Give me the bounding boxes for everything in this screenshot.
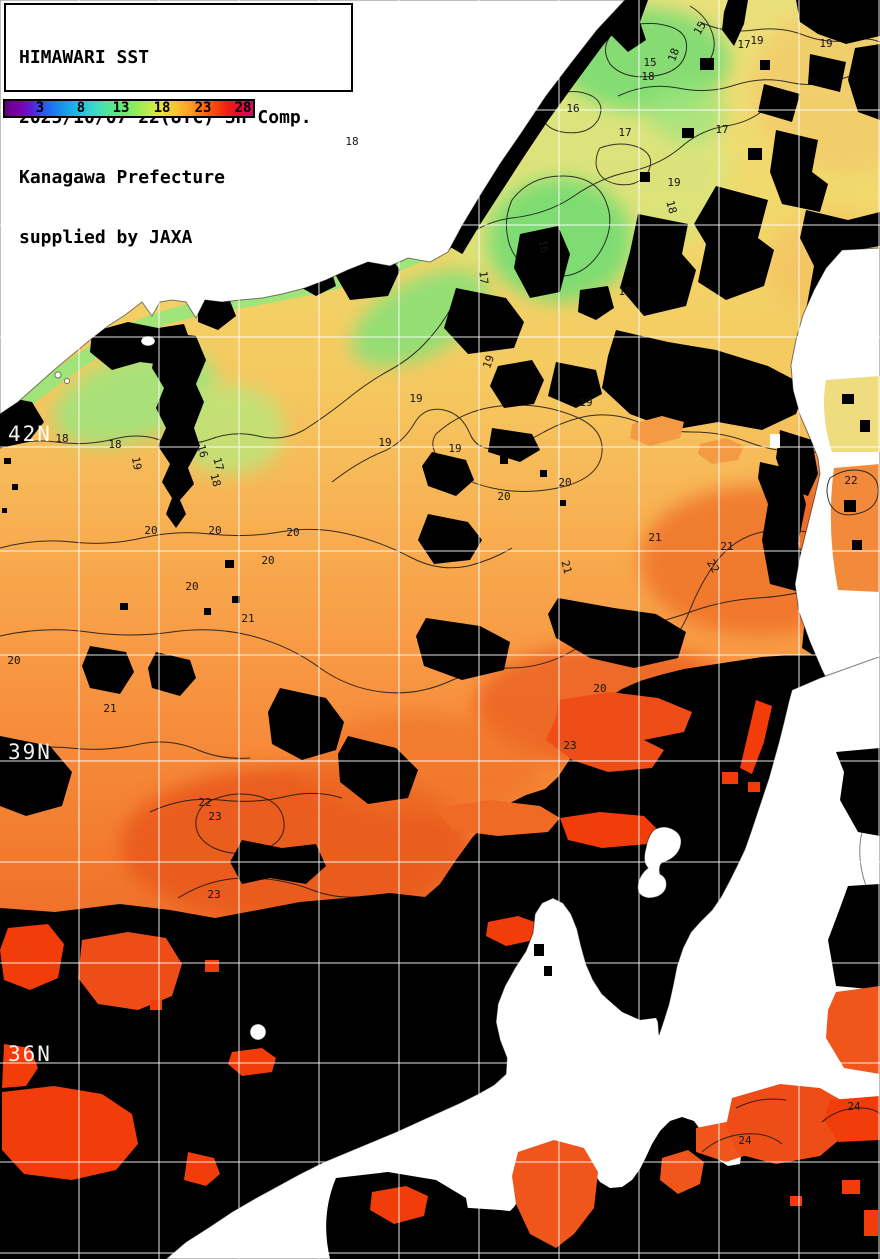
contour-label: 21 xyxy=(720,540,733,553)
contour-label: 16 xyxy=(536,239,551,254)
colorbar: 3 8 13 18 23 28 xyxy=(3,99,255,118)
colorbar-tick-label: 13 xyxy=(112,100,130,116)
contour-label: 21 xyxy=(648,531,661,544)
contour-label: 24 xyxy=(847,1100,861,1113)
contour-label: 19 xyxy=(448,442,461,455)
contour-label: 18 xyxy=(207,472,223,488)
contour-label: 20 xyxy=(593,682,606,695)
colorbar-gradient xyxy=(5,101,253,116)
contour-label: 18 xyxy=(108,438,121,451)
contour-label: 23 xyxy=(208,810,221,823)
contour-label: 19 xyxy=(819,37,832,50)
contour-label: 20 xyxy=(208,524,221,537)
contour-label: 17 xyxy=(476,271,490,285)
contour-label: 15 xyxy=(691,19,709,37)
warm-patch-layer xyxy=(0,692,760,1186)
contour-label: 20 xyxy=(7,654,20,667)
contour-label: 18 xyxy=(665,46,682,63)
contour-label: 18 xyxy=(618,285,631,298)
contour-label: 17 xyxy=(618,126,631,139)
contour-label: 19 xyxy=(750,34,763,47)
contour-label: 19 xyxy=(409,392,422,405)
contour-label: 22 xyxy=(844,474,857,487)
title-line-source: supplied by JAXA xyxy=(19,227,193,248)
contour-label: 23 xyxy=(563,739,576,752)
contour-label: 16 xyxy=(566,102,579,115)
contour-label: 20 xyxy=(261,554,274,567)
contour-label: 24 xyxy=(738,1134,752,1147)
coastal-detail-layer xyxy=(326,376,880,1259)
contour-label: 19 xyxy=(480,353,497,370)
colorbar-tick-label: 18 xyxy=(153,100,171,116)
contour-label: 19 xyxy=(667,176,680,189)
contour-label: 16 xyxy=(194,443,210,459)
contour-label: 22 xyxy=(198,796,211,809)
colorbar-tick-label: 3 xyxy=(35,100,45,116)
contour-label: 20 xyxy=(558,476,571,489)
title-line-region: Kanagawa Prefecture xyxy=(19,167,225,188)
latitude-label: 42N xyxy=(8,422,52,446)
contour-label: 18 xyxy=(641,70,654,83)
contour-label: 19 xyxy=(129,456,144,471)
colorbar-tick-label: 28 xyxy=(234,100,252,116)
contour-label: 20 xyxy=(185,580,198,593)
title-line-product: HIMAWARI SST xyxy=(19,47,150,68)
contour-label: 18 xyxy=(345,135,358,148)
contour-label: 21 xyxy=(558,559,574,575)
contour-label: 19 xyxy=(378,436,391,449)
contour-label: 18 xyxy=(663,199,679,215)
contour-label: 21 xyxy=(103,702,116,715)
contour-label: 17 xyxy=(715,123,728,136)
contour-label: 21 xyxy=(241,612,254,625)
title-box: HIMAWARI SST 2025/10/07 22(UTC) 3H Comp.… xyxy=(4,3,353,248)
contour-label: 17 xyxy=(737,38,750,51)
lat-label-layer: 42N 39N 36N xyxy=(8,422,52,1066)
contour-label: 23 xyxy=(207,888,220,901)
contour-label: 17 xyxy=(210,456,226,472)
contour-label: 20 xyxy=(497,490,510,503)
contour-label: 18 xyxy=(55,432,68,445)
latitude-label: 39N xyxy=(8,740,52,764)
latitude-label: 36N xyxy=(8,1042,52,1066)
colorbar-tick-label: 23 xyxy=(194,100,212,116)
contour-label: 15 xyxy=(643,56,656,69)
contour-label: 20 xyxy=(286,526,299,539)
contour-label: 22 xyxy=(704,557,722,575)
colorbar-tick-label: 8 xyxy=(76,100,86,116)
contour-label: 19 xyxy=(579,396,592,409)
contour-label: 20 xyxy=(144,524,157,537)
